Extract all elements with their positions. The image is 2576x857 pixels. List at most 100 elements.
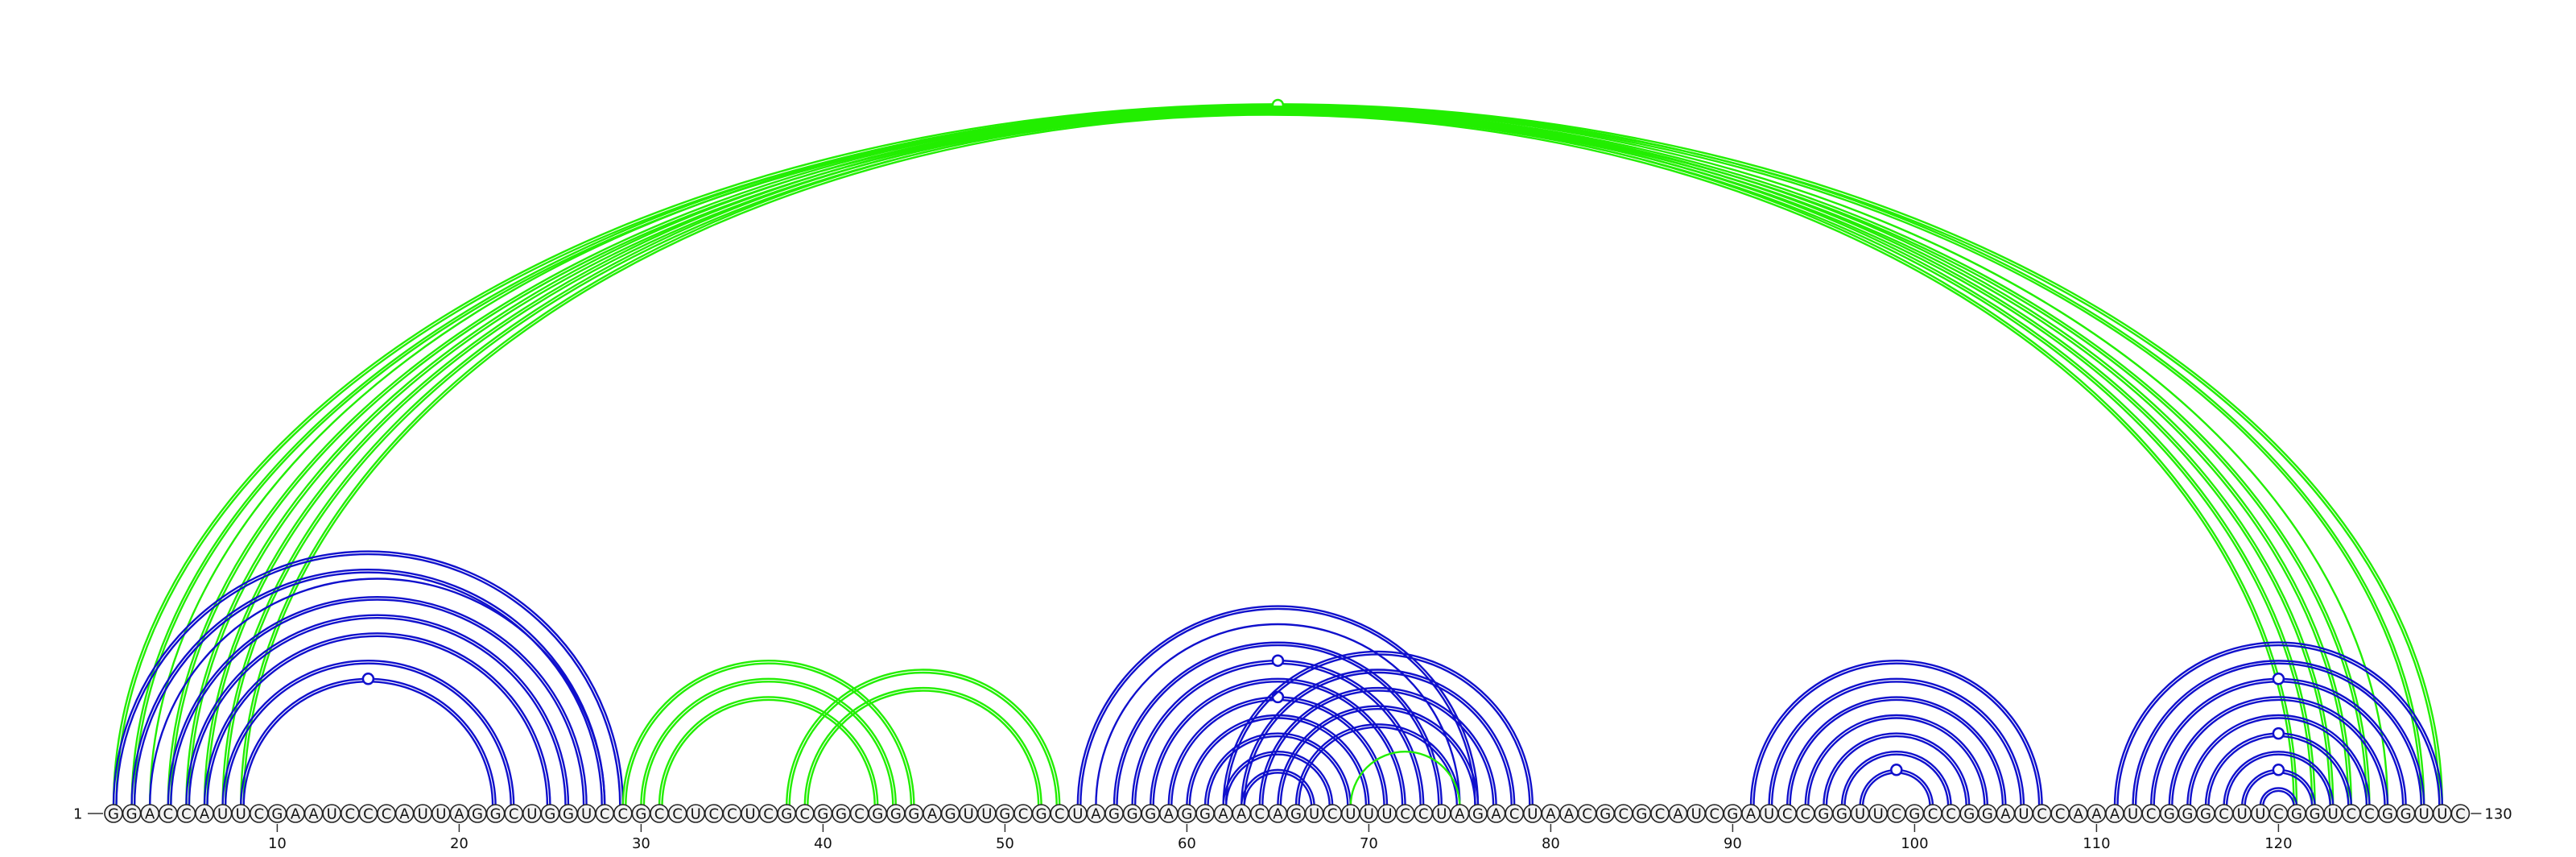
nucleotide-letter: A bbox=[1546, 806, 1556, 823]
nucleotide-letter: A bbox=[1673, 806, 1683, 823]
base-pair-arc bbox=[240, 673, 497, 807]
nucleotide-letter: C bbox=[1055, 806, 1065, 823]
arc-inner-stroke bbox=[1207, 735, 1349, 807]
nucleotide-letter: G bbox=[1963, 806, 1975, 823]
nucleotide: C bbox=[1923, 804, 1942, 823]
nucleotide-letter: U bbox=[1381, 806, 1392, 823]
nucleotide-letter: C bbox=[600, 806, 610, 823]
nucleotide-letter: C bbox=[1582, 806, 1592, 823]
nucleotide: C bbox=[1705, 804, 1724, 823]
nucleotide-letter: U bbox=[1072, 806, 1083, 823]
arc-inner-stroke bbox=[1843, 753, 1950, 807]
nucleotide-letter: C bbox=[2146, 806, 2157, 823]
base-pair-arc bbox=[1150, 677, 1406, 807]
nucleotide-letter: C bbox=[2347, 806, 2357, 823]
nucleotide-letter: G bbox=[1909, 806, 1920, 823]
nucleotide: C bbox=[1650, 804, 1670, 823]
nucleotide-letter: U bbox=[418, 806, 428, 823]
nucleotide: G bbox=[540, 804, 560, 823]
nucleotide-letter: G bbox=[544, 806, 555, 823]
nucleotide: G bbox=[1978, 804, 1997, 823]
nucleotide: G bbox=[267, 804, 287, 823]
nucleotide-letter: G bbox=[126, 806, 138, 823]
nucleotide: U bbox=[2232, 804, 2252, 823]
arc-outer-stroke bbox=[2168, 696, 2389, 807]
nucleotide-letter: C bbox=[1946, 806, 1956, 823]
nucleotide-letter: U bbox=[745, 806, 755, 823]
nucleotide-letter: G bbox=[472, 806, 483, 823]
nucleotide-letter: G bbox=[1108, 806, 1120, 823]
arc-inner-stroke bbox=[2189, 717, 2368, 807]
nucleotide: C bbox=[1250, 804, 1269, 823]
axis-tick-label: 10 bbox=[268, 835, 287, 852]
arc-inner-stroke bbox=[1152, 681, 1404, 807]
nucleotide-letter: C bbox=[1418, 806, 1429, 823]
arc-inner-stroke bbox=[1752, 662, 2041, 807]
arc-inner-stroke bbox=[1133, 662, 1422, 807]
base-pair-arc bbox=[640, 677, 897, 807]
nucleotide: U bbox=[1377, 804, 1397, 823]
nucleotide: A bbox=[923, 804, 942, 823]
nucleotide: C bbox=[2268, 804, 2289, 823]
nucleotide-letter: U bbox=[217, 806, 228, 823]
nucleotide: G bbox=[1959, 804, 1979, 823]
axis-tick-label: 100 bbox=[1901, 835, 1928, 852]
nucleotide-letter: C bbox=[509, 806, 519, 823]
nucleotide: U bbox=[977, 804, 997, 823]
nucleotide: U bbox=[522, 804, 542, 823]
nucleotide: C bbox=[176, 804, 196, 823]
arc-inner-stroke bbox=[188, 617, 567, 807]
arc-outer-stroke bbox=[621, 660, 915, 807]
arc-outer-stroke bbox=[1804, 714, 1988, 807]
nucleotide-letter: C bbox=[763, 806, 774, 823]
base-pair-arc bbox=[786, 669, 1061, 807]
nucleotide: C bbox=[340, 804, 360, 823]
arc-outer-stroke bbox=[203, 632, 551, 807]
base-pair-arc bbox=[240, 110, 2298, 807]
nucleotide: C bbox=[1614, 804, 1633, 823]
nucleotide: A bbox=[1450, 804, 1470, 823]
base-pair-arc bbox=[1277, 705, 1480, 807]
nucleotide-letter: G bbox=[2401, 806, 2412, 823]
nucleotide-letter: A bbox=[1491, 806, 1501, 823]
nucleotide: C bbox=[613, 804, 633, 823]
nucleotide: G bbox=[631, 804, 651, 823]
nucleotide: A bbox=[1996, 804, 2016, 823]
base-pair-arc bbox=[2223, 751, 2334, 807]
nucleotide: C bbox=[358, 804, 378, 823]
nucleotide-letter: A bbox=[1746, 806, 1757, 823]
arc-inner-stroke bbox=[2225, 753, 2331, 807]
arc-outer-stroke bbox=[803, 686, 1042, 807]
nucleotide: G bbox=[1031, 804, 1051, 823]
nucleotide: G bbox=[886, 804, 906, 823]
arc-outer-stroke bbox=[1294, 723, 1461, 807]
nucleotide: U bbox=[2251, 804, 2270, 823]
nucleotide-letter: C bbox=[254, 806, 265, 823]
arc-outer-stroke bbox=[167, 106, 2371, 807]
nucleotide-letter: G bbox=[1145, 806, 1156, 823]
nucleotide: C bbox=[650, 804, 669, 823]
base-pair-arc bbox=[2259, 787, 2298, 807]
nucleotide-letter: C bbox=[1801, 806, 1811, 823]
nucleotide: A bbox=[394, 804, 415, 823]
nucleotide-letter: G bbox=[563, 806, 574, 823]
nucleotide-letter: A bbox=[399, 806, 410, 823]
nucleotide: U bbox=[2323, 804, 2343, 823]
arc-apex-marker bbox=[1271, 654, 1285, 667]
nucleotide-letter: C bbox=[1928, 806, 1938, 823]
nucleotide: A bbox=[1086, 804, 1106, 823]
nucleotide: C bbox=[1777, 804, 1797, 823]
nucleotide-letter: U bbox=[2018, 806, 2029, 823]
nucleotide-letter: U bbox=[581, 806, 592, 823]
arc-stroke bbox=[1349, 751, 1461, 807]
nucleotide-letter: A bbox=[2074, 806, 2084, 823]
nucleotide-circle bbox=[2450, 804, 2471, 823]
arc-outer-stroke bbox=[1186, 714, 1370, 807]
base-pair-arc bbox=[1823, 732, 1971, 807]
nucleotide: U bbox=[1686, 804, 1706, 823]
nucleotide: C bbox=[249, 804, 269, 823]
nucleotide-letter: U bbox=[1764, 806, 1774, 823]
nucleotide-letter: C bbox=[2219, 806, 2229, 823]
nucleotide-letter: G bbox=[1199, 806, 1211, 823]
nucleotide: G bbox=[485, 804, 506, 823]
